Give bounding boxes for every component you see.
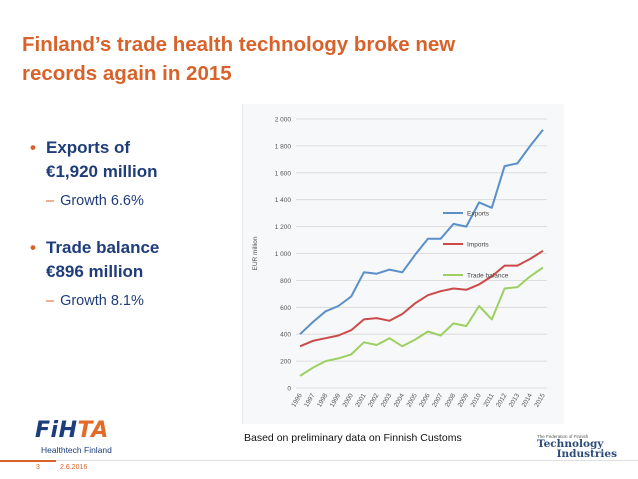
bullet-trade-line2: €896 million: [46, 262, 144, 281]
x-tick-label: 2000: [342, 392, 355, 408]
x-tick-label: 2006: [418, 392, 431, 408]
x-tick-label: 2009: [457, 392, 470, 408]
x-tick-label: 2002: [367, 392, 380, 408]
slide-title: Finland’s trade health technology broke …: [22, 30, 622, 88]
y-tick-label: 0: [287, 386, 291, 393]
x-tick-label: 2012: [495, 392, 508, 408]
title-line-2: records again in 2015: [22, 62, 232, 85]
technology-industries-logo: The Federation of Finnish Technology Ind…: [537, 434, 617, 459]
y-tick-label: 1 200: [275, 224, 292, 231]
x-tick-label: 2010: [469, 392, 482, 408]
bullet-trade-balance: • Trade balance €896 million – Growth 8.1%: [30, 236, 159, 309]
bullet-trade-line1: Trade balance: [46, 238, 160, 257]
series-line-trade-balance: [299, 266, 544, 377]
footer-date: 2.6.2016: [60, 464, 88, 471]
x-tick-label: 2008: [444, 392, 457, 408]
bullet-dot: •: [30, 238, 36, 257]
exports-growth: Growth 6.6%: [60, 193, 144, 209]
ti-industries: Industries: [556, 448, 617, 460]
y-tick-label: 1 600: [275, 170, 292, 177]
logo-fi: FiH: [35, 418, 78, 443]
series-line-exports: [299, 129, 544, 335]
bullet-exports-line2: €1,920 million: [46, 162, 158, 181]
y-tick-label: 400: [280, 332, 291, 339]
legend-label: Trade balance: [467, 273, 509, 280]
x-tick-label: 1996: [290, 392, 303, 408]
footer-accent: [0, 460, 56, 462]
bullet-exports: • Exports of €1,920 million – Growth 6.6%: [30, 136, 158, 209]
series-line-imports: [299, 249, 544, 348]
page-number: 3: [36, 464, 40, 471]
x-tick-label: 2003: [380, 392, 393, 408]
x-tick-label: 2013: [508, 392, 521, 408]
legend-label: Exports: [467, 211, 490, 218]
line-chart: 0 200 400 600 800 1 000 1 200 1 400 1 600 1 800 2 …: [252, 117, 547, 409]
title-line-1: Finland’s trade health technology broke …: [22, 33, 456, 56]
legend-label: Imports: [467, 242, 489, 249]
x-tick-label: 2014: [521, 392, 534, 408]
fihta-logo: FiHTA Healthtech Finland: [35, 418, 112, 456]
x-tick-label: 2015: [533, 392, 546, 408]
chart-panel: 0 200 400 600 800 1 000 1 200 1 400 1 600 1 800 2 …: [242, 104, 564, 424]
bullet-exports-line1: Exports of: [46, 138, 131, 157]
footer-divider: [0, 460, 638, 461]
bullet-dot: •: [30, 138, 36, 157]
bullet-trade-sub: – Growth 8.1%: [30, 293, 159, 309]
logo-subtitle: Healthtech Finland: [41, 445, 112, 455]
x-tick-label: 1999: [329, 392, 342, 408]
sub-dash: –: [46, 293, 55, 309]
y-tick-label: 200: [280, 359, 291, 366]
y-tick-label: 2 000: [275, 117, 292, 124]
x-tick-label: 2011: [483, 392, 496, 408]
y-tick-label: 800: [280, 278, 291, 285]
y-tick-label: 1 000: [275, 251, 292, 258]
x-tick-label: 2001: [354, 392, 367, 408]
logo-hta: TA: [77, 418, 109, 443]
x-tick-label: 1998: [316, 392, 329, 408]
y-tick-label: 600: [280, 305, 291, 312]
x-tick-label: 2005: [406, 392, 419, 408]
sub-dash: –: [46, 193, 55, 209]
ti-technology: Technology: [537, 438, 604, 450]
y-axis-label: EUR million: [252, 236, 259, 270]
x-tick-label: 2007: [431, 392, 444, 408]
chart-caption: Based on preliminary data on Finnish Cus…: [244, 432, 462, 444]
bullet-exports-sub: – Growth 6.6%: [30, 193, 158, 209]
x-tick-label: 2004: [393, 392, 406, 408]
y-tick-label: 1 800: [275, 143, 292, 150]
trade-growth: Growth 8.1%: [60, 293, 144, 309]
x-tick-label: 1997: [303, 392, 316, 408]
ti-small: The Federation of Finnish: [537, 434, 589, 439]
y-tick-label: 1 400: [275, 197, 292, 204]
